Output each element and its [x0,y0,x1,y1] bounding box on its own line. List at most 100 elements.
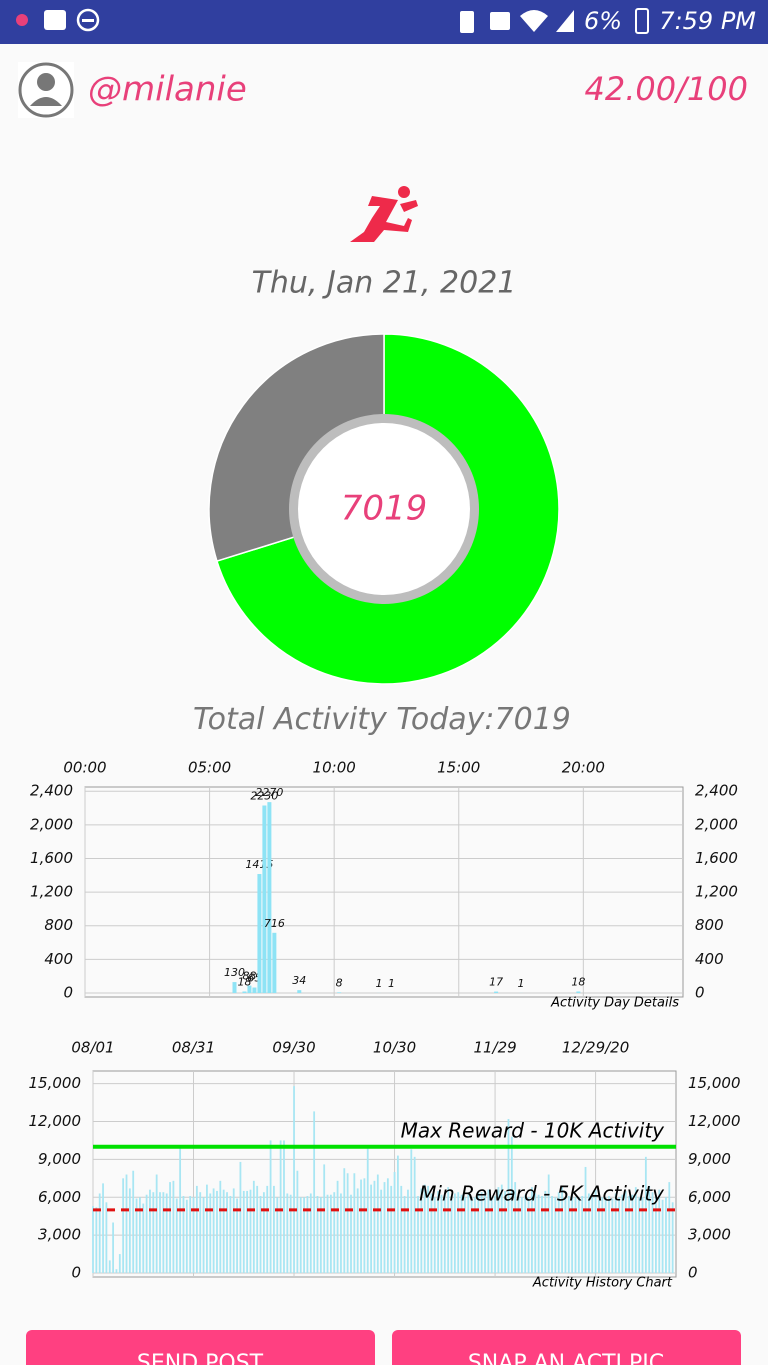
x-tick-label: 08/31 [172,1039,215,1057]
x-tick-label: 08/01 [71,1039,114,1057]
bar [299,1197,302,1273]
bar [175,1198,178,1273]
bar [267,802,272,993]
bar [474,1197,476,1273]
bar [152,1192,155,1273]
bar [252,987,257,993]
bar [222,1189,225,1273]
total-activity: Total Activity Today:7019 [193,702,571,737]
bar [520,1197,523,1273]
bar [574,1197,577,1273]
bar [195,1185,198,1273]
bar [430,1193,433,1273]
y-tick-label: 0 [71,1264,81,1282]
y-tick-label: 400 [44,950,73,968]
bar [611,1198,614,1273]
bar [155,1174,158,1273]
bar [417,1195,419,1273]
bar [440,1194,443,1273]
bar [457,1192,460,1273]
bar [360,1179,362,1273]
y-tick-label: 6,000 [38,1188,81,1206]
bar [507,1118,510,1273]
bar [477,1192,480,1273]
bar [487,1189,490,1273]
snap-pic-button[interactable] [392,1330,741,1365]
snap-pic-label[interactable]: SNAP AN ACTI PIC [468,1351,664,1365]
bar [514,1182,517,1273]
y-tick-label: 2,000 [30,815,73,833]
bar [363,1178,366,1273]
y2-tick-label: 800 [695,916,724,934]
bar [229,1195,232,1273]
value-label: 2230 [250,789,278,802]
x-tick-label: 00:00 [63,759,106,777]
bar [286,1193,289,1273]
bar [608,1195,610,1273]
bar [343,1168,346,1273]
bar [242,991,247,993]
bar [654,1194,657,1273]
bar [598,1199,600,1273]
bar [661,1199,664,1273]
bar [199,1192,202,1273]
chart-annotation: Activity History Chart [532,1276,673,1291]
bar [118,1254,121,1273]
bar [236,1198,238,1273]
y2-tick-label: 2,400 [695,782,738,800]
y-tick-label: 1,600 [30,849,73,867]
bar [249,1189,252,1273]
bar [252,1180,255,1273]
bar [494,1195,496,1273]
bar [216,1190,218,1273]
bar [165,1193,168,1273]
bar [162,1192,165,1273]
bar [108,1260,111,1273]
bar [614,1193,617,1273]
bar [189,1195,192,1273]
send-post-button[interactable] [26,1330,375,1365]
bar [594,1189,597,1273]
day-chart: 0 0 400 400 800 800 1,200 1,200 1,600 1,600 2,000 2… [30,759,738,1011]
bar [544,1190,547,1273]
total-value: 7019 [495,702,571,737]
bar [159,1192,161,1273]
bar [628,1195,630,1273]
bar [634,1187,637,1273]
bar [283,1140,285,1273]
bar [172,1180,175,1273]
send-post-label[interactable]: SEND POST [137,1351,264,1365]
value-label: 1 [376,977,383,990]
bar [370,1184,372,1273]
x-tick-label: 12/29/20 [562,1039,629,1057]
bar [366,1146,369,1273]
value-label: 1415 [245,858,273,871]
bar [276,1197,279,1273]
y-tick-label: 0 [63,984,73,1002]
bar [316,1195,319,1273]
bar [494,991,499,993]
bar [547,1174,550,1273]
bar [527,1197,530,1273]
bar [326,1194,329,1273]
bar [145,1194,148,1273]
bar [125,1174,128,1273]
bar [272,932,277,993]
bar [246,1190,249,1273]
bar [266,1185,269,1273]
status-bar [0,0,768,44]
bar [297,990,302,993]
y-tick-label: 800 [44,916,73,934]
bar [337,992,342,993]
bar [551,1195,553,1273]
bar [102,1183,104,1273]
y-tick-label: 15,000 [29,1074,82,1092]
value-label: 18 [237,975,251,988]
username: @milanie [88,70,247,110]
value-label: 34 [292,974,306,987]
bar [564,1197,567,1273]
bar [427,1185,429,1273]
donut-hole [298,423,470,595]
bar [433,1197,436,1273]
bar [336,1180,339,1273]
